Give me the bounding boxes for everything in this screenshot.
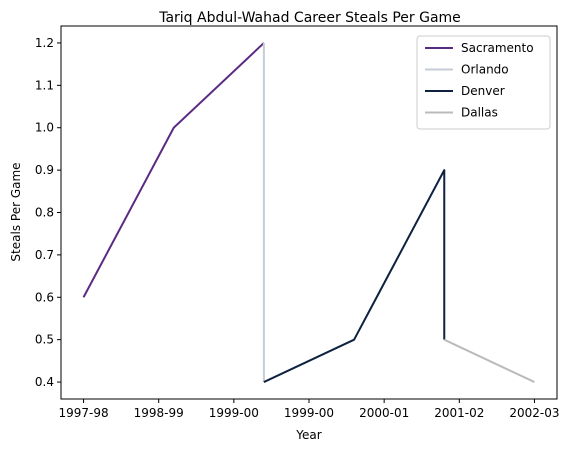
x-tick-label: 2001-02 <box>434 406 484 420</box>
y-tick-label: 1.1 <box>35 78 54 92</box>
y-axis: 0.4 0.5 0.6 0.7 0.8 0.9 1.0 1.1 1.2 <box>35 36 61 389</box>
y-tick-label: 0.7 <box>35 248 54 262</box>
y-tick-label: 0.6 <box>35 290 54 304</box>
series-layer <box>82 42 535 383</box>
y-axis-title: Steals Per Game <box>9 162 23 261</box>
x-tick-label: 1999-00 <box>209 406 259 420</box>
x-tick-label: 1998-99 <box>134 406 184 420</box>
series-line-denver <box>263 169 446 383</box>
y-tick-label: 0.9 <box>35 163 54 177</box>
x-axis-title: Year <box>295 428 321 442</box>
legend-label-orlando: Orlando <box>461 63 509 77</box>
y-tick-label: 0.4 <box>35 375 54 389</box>
x-axis: 1997-98 1998-99 1999-00 1999-00 2000-01 2001-… <box>58 399 560 420</box>
legend-label-sacramento: Sacramento <box>461 41 534 55</box>
y-tick-label: 0.5 <box>35 333 54 347</box>
x-tick-label: 2000-01 <box>359 406 409 420</box>
x-tick-label: 1999-00 <box>284 406 334 420</box>
chart-title: Tariq Abdul-Wahad Career Steals Per Game <box>158 10 461 26</box>
x-tick-label: 2002-03 <box>509 406 559 420</box>
y-tick-label: 1.2 <box>35 36 54 50</box>
legend-label-denver: Denver <box>461 84 505 98</box>
series-line-sacramento <box>82 42 265 298</box>
y-tick-label: 1.0 <box>35 121 54 135</box>
legend-box <box>416 35 551 130</box>
y-tick-label: 0.8 <box>35 206 54 220</box>
x-tick-label: 1997-98 <box>58 406 108 420</box>
legend-label-dallas: Dallas <box>461 106 498 120</box>
legend: Sacramento Orlando Denver Dallas <box>416 35 551 130</box>
series-line-dallas <box>443 338 535 383</box>
